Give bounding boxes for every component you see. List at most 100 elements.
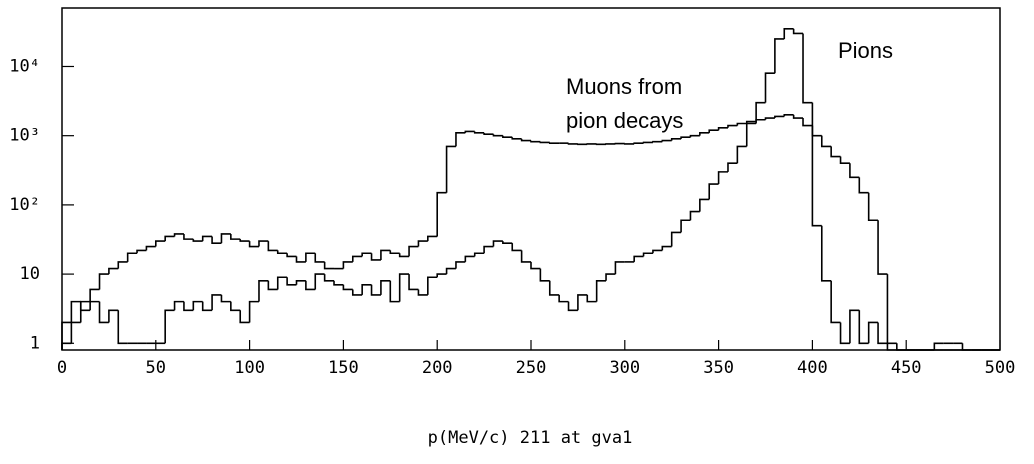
histogram-bin [276, 276, 288, 290]
histogram-bin [502, 241, 513, 244]
histogram-bin [98, 301, 109, 324]
histogram-bin [305, 252, 316, 262]
histogram-bin [661, 139, 672, 142]
histogram-bin [877, 322, 888, 345]
histogram-bin [201, 235, 213, 242]
histogram-bin [858, 310, 869, 345]
histogram-bin [783, 114, 794, 117]
histogram-bin [295, 279, 306, 285]
histogram-bin [502, 135, 513, 139]
histogram-bin [511, 137, 522, 140]
histogram-bin [314, 253, 325, 263]
histogram-bin [305, 280, 316, 291]
histogram-bin [323, 274, 335, 282]
histogram-bin [652, 140, 663, 143]
histogram-bin [558, 294, 569, 303]
histogram-bin [79, 300, 91, 323]
histogram-bin [886, 343, 897, 351]
histogram-bin [398, 253, 410, 258]
histogram-bin [108, 267, 119, 275]
y-tick-label: 10⁴ [9, 56, 40, 76]
histogram-bin [839, 322, 850, 345]
x-tick-label: 400 [797, 358, 828, 378]
histogram-bin [455, 261, 466, 269]
histogram-bin [211, 236, 222, 244]
histogram-bin [633, 142, 644, 144]
histogram-bin [455, 132, 466, 147]
histogram-bin [586, 294, 597, 303]
histogram-bin [736, 145, 747, 164]
histogram-bin [473, 252, 485, 257]
histogram-bin [136, 249, 147, 254]
histogram-bin [417, 289, 428, 296]
histogram-bin [680, 219, 691, 233]
histogram-bin [745, 122, 757, 147]
histogram-bin [811, 102, 822, 227]
histogram-bin [886, 274, 897, 345]
annotation: Muons from [566, 74, 682, 99]
histogram-bin [417, 240, 428, 247]
histogram-bin [192, 300, 203, 311]
histogram-bin [548, 280, 560, 296]
histogram-bin [145, 245, 156, 251]
histogram-bin [680, 136, 691, 139]
histogram-bin [267, 280, 278, 291]
histogram-bin [126, 252, 138, 262]
histogram-bin [230, 233, 241, 240]
histogram-bin [267, 241, 278, 252]
histogram-bin [183, 233, 194, 240]
histogram-bin [567, 301, 578, 312]
histogram-bin [173, 233, 184, 237]
annotation: pion decays [566, 108, 683, 133]
histogram-bin [849, 309, 860, 344]
histogram-bin [79, 301, 91, 312]
histogram-bin [239, 239, 250, 242]
histogram-bin [539, 268, 550, 282]
histogram-bin [511, 243, 522, 252]
histogram-bin [314, 273, 325, 290]
histogram-bin [483, 245, 494, 254]
histogram-bin [211, 294, 222, 311]
histogram-bin [492, 134, 503, 137]
histogram-bin [370, 284, 381, 296]
histogram-bin [248, 300, 259, 323]
x-tick-label: 300 [609, 358, 640, 378]
histogram-bin [530, 261, 541, 270]
histogram-bin [408, 245, 419, 257]
histogram-bin [530, 140, 541, 143]
histogram-bin [436, 191, 447, 237]
histogram-bin [708, 183, 719, 200]
histogram-bin [792, 28, 804, 35]
histogram-bin [258, 279, 269, 302]
histogram-bin [717, 127, 728, 131]
x-tick-label: 150 [328, 358, 359, 378]
histogram-bin [539, 141, 550, 144]
histogram-bin [230, 301, 241, 312]
histogram-bin [520, 250, 531, 263]
histogram-bin [605, 273, 616, 281]
x-tick-label: 200 [422, 358, 453, 378]
histogram-bin [220, 294, 231, 303]
histogram-bin [427, 235, 438, 242]
histogram-bin [548, 142, 560, 144]
histogram-bin [764, 117, 775, 120]
x-tick-label: 50 [146, 358, 166, 378]
histogram-bin [117, 310, 128, 345]
histogram-bin [201, 301, 213, 312]
histogram-bin [61, 321, 72, 350]
histogram-bin [877, 220, 888, 275]
histogram-bin [567, 143, 578, 145]
histogram-bin [492, 240, 503, 247]
annotation: Pions [838, 38, 893, 63]
x-tick-label: 0 [57, 358, 67, 378]
histogram-bin [164, 309, 175, 344]
histogram-bin [520, 138, 531, 142]
histogram-bin [258, 240, 269, 247]
histogram-bin [61, 342, 72, 350]
histogram-bin [642, 252, 653, 257]
histogram-bin [361, 284, 372, 295]
histogram-bin [642, 141, 653, 144]
histogram-bin [961, 343, 972, 351]
y-tick-label: 1 [30, 333, 40, 353]
histogram-bin [933, 342, 944, 350]
